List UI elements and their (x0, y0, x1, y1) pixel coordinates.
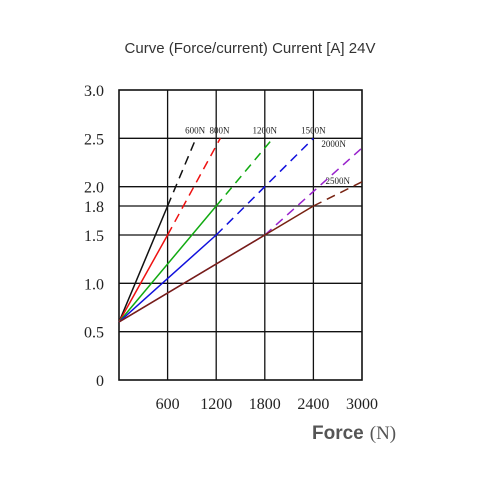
series-line-600n (118, 205, 169, 323)
x-axis-label: Force (N) (312, 423, 396, 445)
series-label-1500n: 1500N (301, 126, 326, 136)
series-dashed-1500n (215, 137, 314, 236)
series-dashed-600n (166, 138, 197, 207)
series-line-1200n (118, 205, 217, 323)
x-tick-label: 1800 (249, 396, 281, 413)
series-line-2500n (118, 205, 314, 323)
x-tick-label: 3000 (346, 396, 378, 413)
series-line-800n (118, 234, 169, 323)
series-label-2000n: 2000N (321, 139, 346, 149)
series-line-1500n (118, 234, 217, 323)
series-label-1200n: 1200N (253, 126, 278, 136)
y-tick-label: 2.5 (84, 131, 104, 148)
x-tick-label: 600 (156, 396, 180, 413)
series-label-2500n: 2500N (325, 176, 350, 186)
x-axis-title: Force (312, 423, 364, 444)
x-tick-label: 2400 (297, 396, 329, 413)
chart-title: Curve (Force/current) Current [A] 24V (124, 40, 376, 57)
series-label-800n: 800N (209, 126, 230, 136)
series-dashed-2500n (313, 181, 363, 207)
series-label-600n: 600N (185, 126, 206, 136)
series-dashed-800n (166, 137, 221, 236)
y-tick-label: 0.5 (84, 325, 104, 342)
y-tick-label: 1.0 (84, 276, 104, 293)
y-tick-label: 1.5 (84, 228, 104, 245)
y-tick-label: 2.0 (84, 180, 104, 197)
x-tick-label: 1200 (200, 396, 232, 413)
y-tick-label: 3.0 (84, 83, 104, 100)
x-axis-unit: (N) (369, 423, 397, 444)
series-dashed-2000n (264, 147, 363, 236)
y-tick-label: 0 (96, 373, 104, 390)
y-tick-label: 1.8 (84, 199, 104, 216)
